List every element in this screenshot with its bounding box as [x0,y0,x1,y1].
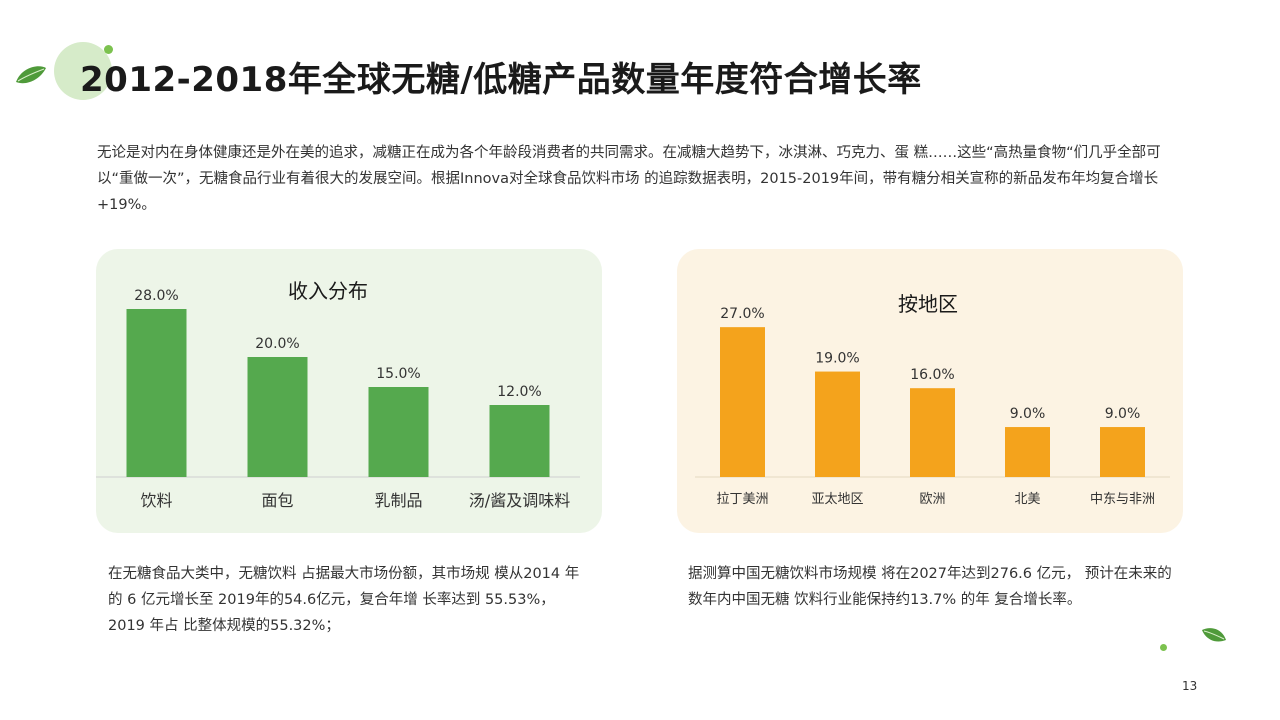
category-label: 拉丁美洲 [716,492,768,507]
intro-paragraph: 无论是对内在身体健康还是外在美的追求，减糖正在成为各个年龄段消费者的共同需求。在… [97,145,1161,213]
region-chart: 按地区 27.0% 拉丁美洲 19.0% 亚太地区 16.0% 欧洲 9.0% 北美 9.0% 中东… [695,292,1170,507]
revenue-distribution-chart: 收入分布 28.0% 饮料 20.0% 面包 15.0% 乳制品 12.0% 汤/酱及调味料 [96,279,580,510]
category-label: 中东与非洲 [1090,492,1155,507]
category-label: 饮料 [140,491,172,510]
market-forecast-description: 据测算中国无糖饮料市场规模 将在2027年达到276.6 亿元， 预计在未来的数… [688,566,1172,608]
page-number: 13 [1182,679,1198,693]
decorative-dot [104,45,113,54]
revenue-distribution-panel: 收入分布 28.0% 饮料 20.0% 面包 15.0% 乳制品 12.0% 汤/酱及调味料 [96,249,602,533]
data-label: 12.0% [497,384,541,400]
bar [815,371,860,477]
bar [368,387,429,477]
bar [126,309,187,477]
chart-title: 按地区 [898,292,958,316]
data-label: 27.0% [720,306,764,322]
decorative-dot [1160,644,1167,651]
category-label: 北美 [1014,492,1040,507]
decorative-circle [54,42,112,100]
data-label: 20.0% [255,336,299,352]
data-label: 28.0% [134,288,178,304]
category-label: 亚太地区 [811,492,863,507]
category-label: 汤/酱及调味料 [469,491,570,510]
region-panel: 按地区 27.0% 拉丁美洲 19.0% 亚太地区 16.0% 欧洲 9.0% 北美 9.0% 中东… [677,249,1183,533]
data-label: 9.0% [1105,406,1141,422]
data-label: 9.0% [1010,406,1046,422]
bar [720,327,765,477]
page-title: 2012-2018年全球无糖/低糖产品数量年度符合增长率 [80,60,922,100]
chart-title: 收入分布 [288,279,368,303]
category-label: 乳制品 [374,491,422,510]
bar [489,405,550,477]
bar [1100,427,1145,477]
beverage-description: 在无糖食品大类中，无糖饮料 占据最大市场份额，其市场规 模从2014 年的 6 … [108,566,580,634]
category-label: 面包 [261,491,293,510]
bar [1005,427,1050,477]
bar [910,388,955,477]
leaf-icon [16,66,46,84]
bar [247,357,308,477]
data-label: 16.0% [910,367,954,383]
data-label: 15.0% [376,366,420,382]
category-label: 欧洲 [919,492,945,507]
data-label: 19.0% [815,351,859,367]
leaf-icon [1202,628,1226,642]
